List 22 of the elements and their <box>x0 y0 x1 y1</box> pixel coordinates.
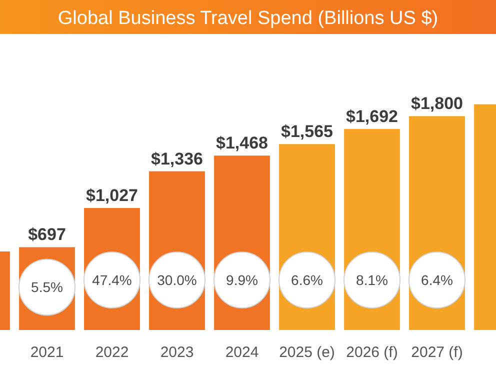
data-label: $697 <box>28 225 66 244</box>
data-label: $1,027 <box>86 186 138 205</box>
x-tick-label: 2022 <box>95 344 129 361</box>
chart-title: Global Business Travel Spend (Billions US $) <box>58 8 438 29</box>
x-tick-label: 2026 (f) <box>346 344 398 361</box>
x-tick-label: 2024 <box>225 344 259 361</box>
annotation: 6.6% <box>291 272 323 288</box>
x-tick-label: 2027 (f) <box>411 344 463 361</box>
x-tick-label: 2023 <box>160 344 194 361</box>
data-label: $1,336 <box>151 149 203 168</box>
annotation: 30.0% <box>157 272 197 288</box>
annotation: 9.9% <box>226 272 258 288</box>
annotation: 5.5% <box>31 279 63 296</box>
data-label: $1,468 <box>216 134 268 153</box>
annotation: 47.4% <box>92 272 132 288</box>
x-tick-label: 2025 (e) <box>279 344 335 361</box>
x-tick-label: 2021 <box>30 344 64 361</box>
data-label: $1,692 <box>346 106 398 126</box>
data-label: $1,800 <box>411 94 463 114</box>
annotation: 6.4% <box>421 272 453 288</box>
data-label: $1,565 <box>281 122 333 142</box>
annotation: 8.1% <box>356 272 388 288</box>
